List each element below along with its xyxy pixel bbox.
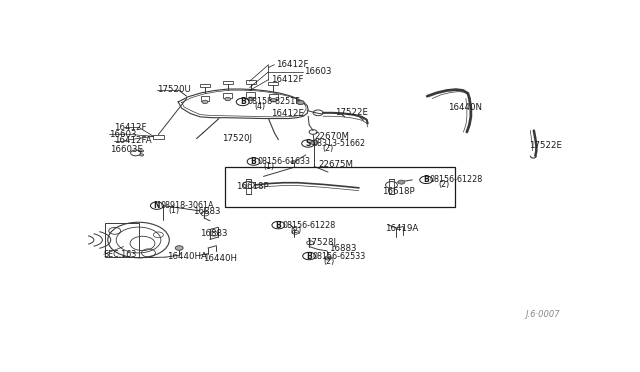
Text: 16883: 16883 [193,207,221,216]
Text: N: N [154,201,160,210]
Text: SEC.163: SEC.163 [104,250,137,259]
Bar [269,82,278,85]
Bar [223,81,233,84]
Bar [246,93,255,97]
Circle shape [291,161,296,164]
Text: 16618P: 16618P [236,182,269,191]
Circle shape [248,97,253,100]
Text: 16412F: 16412F [114,123,146,132]
Text: 17528J: 17528J [306,238,336,247]
Text: (2): (2) [322,144,333,153]
Text: 08156-61228: 08156-61228 [429,175,483,185]
Text: 16603E: 16603E [110,145,143,154]
Text: J.6·0007: J.6·0007 [525,310,560,319]
Text: 16618P: 16618P [381,187,414,196]
Circle shape [140,154,143,156]
Circle shape [310,141,317,145]
Text: 16412F: 16412F [276,60,308,69]
Text: 08156-61228: 08156-61228 [282,221,335,230]
Bar [200,96,209,101]
Circle shape [271,99,276,102]
Text: 16419A: 16419A [385,224,419,233]
Text: 16412F: 16412F [271,75,303,84]
Text: 16883: 16883 [200,229,228,238]
Circle shape [202,100,208,104]
Bar [225,167,456,207]
Text: B: B [423,175,429,185]
Bar [200,84,210,87]
Text: (2): (2) [438,180,450,189]
Text: 22675M: 22675M [318,160,353,169]
Text: 16603: 16603 [109,129,136,138]
Text: 17520J: 17520J [222,134,252,143]
Text: 16883: 16883 [329,244,356,253]
Text: 17520U: 17520U [157,86,191,94]
Bar [105,223,138,257]
Text: 16603: 16603 [304,67,332,76]
Text: 16440H: 16440H [203,254,237,263]
Text: (2): (2) [291,226,302,235]
Text: 17522E: 17522E [335,108,369,117]
Text: B: B [276,221,281,230]
Text: (4): (4) [255,102,266,111]
Text: 16440HA: 16440HA [167,251,207,260]
Text: B: B [240,97,246,106]
Text: 16440N: 16440N [448,103,482,112]
Text: 08156-61633: 08156-61633 [257,157,310,166]
Text: 16412E: 16412E [271,109,304,118]
Circle shape [175,246,183,250]
Text: 08918-3061A: 08918-3061A [161,201,214,210]
Bar [154,135,164,139]
Bar [269,94,278,99]
Text: B: B [307,251,312,260]
Text: S: S [305,139,311,148]
Text: 08156-62533: 08156-62533 [312,251,365,260]
Bar [246,80,255,84]
Circle shape [225,97,231,101]
Bar [223,93,232,98]
Text: B: B [251,157,257,166]
Text: 17522E: 17522E [529,141,562,150]
Text: (1): (1) [264,162,275,171]
Circle shape [297,100,304,105]
Circle shape [398,180,405,184]
Text: 08313-51662: 08313-51662 [312,139,365,148]
Text: 16412FA: 16412FA [114,136,151,145]
Circle shape [140,150,143,152]
Text: 22670M: 22670M [314,132,349,141]
Text: (1): (1) [168,206,179,215]
Text: 08158-8251F: 08158-8251F [248,97,300,106]
Text: (2): (2) [323,257,334,266]
Circle shape [324,256,332,260]
